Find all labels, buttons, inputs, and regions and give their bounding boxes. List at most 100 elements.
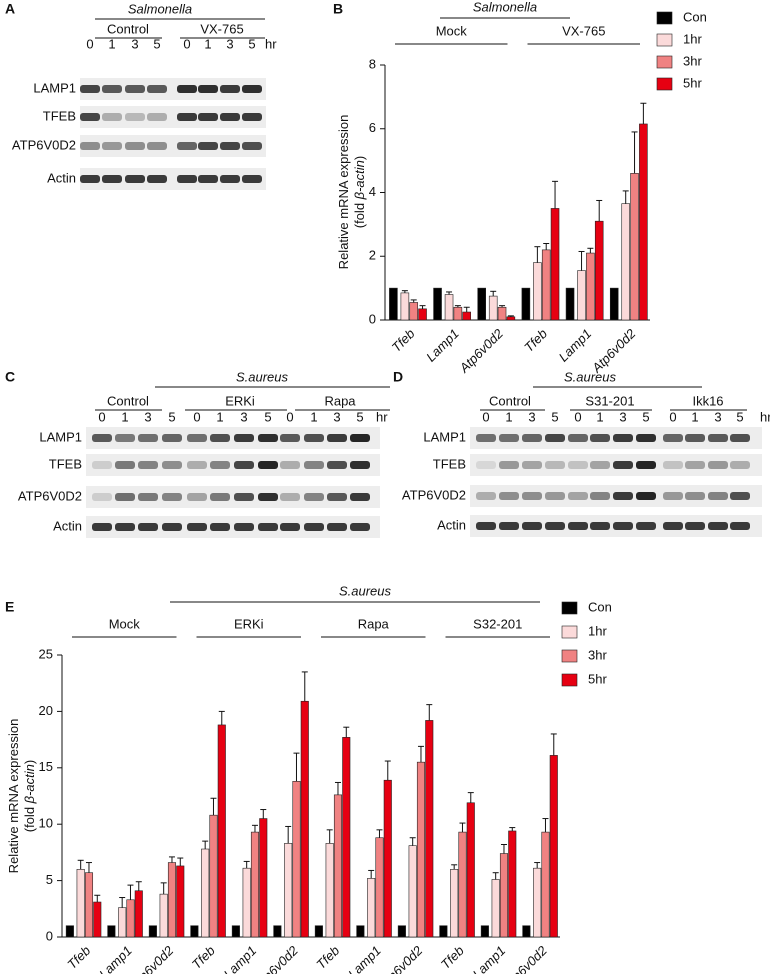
legend-swatch [656, 55, 673, 69]
bar [389, 287, 398, 321]
blot-band [198, 113, 218, 121]
blot-band [234, 461, 254, 469]
lane-label: 1 [596, 409, 603, 424]
legend-swatch [561, 625, 578, 639]
lane-label: 5 [356, 409, 363, 424]
blot-group-label: VX-765 [200, 21, 243, 36]
blot-band [198, 85, 218, 93]
group-label: Mock [109, 616, 141, 631]
error-bar [490, 290, 497, 297]
blot-super-label: S.aureus [236, 369, 289, 384]
error-bar [499, 305, 506, 308]
blot-band [138, 493, 158, 501]
bar [367, 878, 376, 938]
bar [506, 316, 516, 321]
blot-band [80, 113, 100, 121]
lane-label: 0 [482, 409, 489, 424]
blot-band [613, 492, 633, 500]
blot-super-label: S.aureus [564, 369, 617, 384]
blot-band [138, 434, 158, 442]
error-bar [410, 299, 417, 303]
blot-band [115, 493, 135, 501]
bar [325, 843, 334, 938]
bar [409, 302, 418, 321]
error-bar [260, 809, 267, 819]
blot-strip [86, 454, 380, 476]
blot-band [708, 461, 728, 469]
x-tick-label: Atp6v0d2 [126, 942, 177, 974]
blot-band [147, 85, 167, 93]
panel-label: B [333, 1, 343, 17]
panel-label: D [393, 369, 403, 385]
blot-band [350, 523, 370, 531]
blot-band [280, 434, 300, 442]
error-bar [534, 862, 541, 869]
error-bar [578, 250, 585, 271]
error-bar [135, 881, 142, 891]
unit-label: hr [265, 36, 277, 51]
error-bar [343, 726, 350, 738]
blot-strip [80, 106, 266, 128]
blot-band [210, 493, 230, 501]
blot-band [568, 461, 588, 469]
blot-band [590, 492, 610, 500]
bar [190, 925, 199, 938]
x-tick-label: Tfeb [313, 943, 342, 972]
blot-band [685, 434, 705, 442]
bar [314, 925, 323, 938]
unit-label: hr [376, 409, 388, 424]
blot-band [280, 461, 300, 469]
lane-label: 1 [204, 36, 211, 51]
blot-band [187, 461, 207, 469]
lane-label: 5 [736, 409, 743, 424]
blot-group-label: Ikk16 [692, 393, 723, 408]
group-label: Mock [436, 23, 468, 38]
unit-label: hr [760, 409, 770, 424]
blot-row-label: ATP6V0D2 [18, 488, 82, 503]
blot-band [102, 142, 122, 150]
x-tick-label: Lamp1 [96, 943, 135, 974]
error-bar [640, 102, 647, 124]
bar [217, 724, 226, 938]
bar [259, 818, 268, 938]
blot-band [162, 523, 182, 531]
panel-label: E [5, 599, 14, 615]
x-tick-label: Tfeb [64, 943, 93, 972]
bar [541, 831, 550, 938]
blot-band [210, 434, 230, 442]
lane-label: 3 [226, 36, 233, 51]
error-bar [509, 827, 516, 831]
blot-band [92, 434, 112, 442]
super-label: Salmonella [473, 0, 537, 14]
blot-strip [86, 486, 380, 508]
blot-strip [80, 135, 266, 157]
blot-band [730, 434, 750, 442]
legend-label: 5hr [588, 671, 607, 686]
bar [594, 220, 604, 321]
blot-band [350, 461, 370, 469]
bar [488, 295, 498, 321]
bar [416, 761, 426, 938]
x-tick-label: Lamp1 [221, 943, 260, 974]
lane-label: 0 [183, 36, 190, 51]
bar [462, 311, 471, 321]
blot-band [80, 175, 100, 183]
blot-row-label: ATP6V0D2 [402, 487, 466, 502]
error-bar [210, 797, 217, 816]
blot-band [327, 434, 347, 442]
legend-label: Con [588, 599, 612, 614]
blot-band [138, 461, 158, 469]
error-bar [384, 760, 391, 781]
error-bar [542, 818, 549, 833]
error-bar [507, 315, 514, 317]
blot-band [685, 492, 705, 500]
lane-label: 5 [264, 409, 271, 424]
blot-band [730, 461, 750, 469]
y-tick-label: 6 [369, 120, 376, 135]
error-bar [251, 824, 258, 833]
bar [541, 249, 551, 321]
legend-label: 3hr [588, 647, 607, 662]
blot-band [708, 522, 728, 530]
bar [292, 781, 301, 938]
